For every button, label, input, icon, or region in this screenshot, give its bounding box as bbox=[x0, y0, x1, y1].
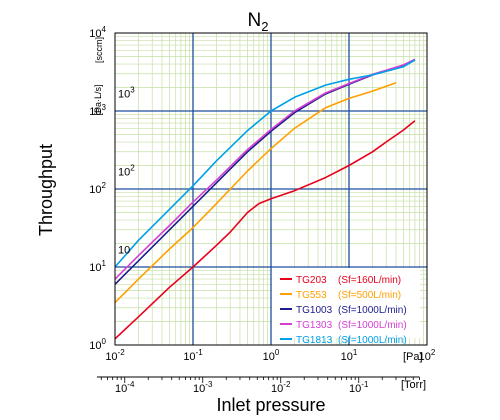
chart-title-subscript: 2 bbox=[261, 19, 268, 34]
x-tick-label: 101 bbox=[341, 348, 358, 363]
y-tick-label: 100 bbox=[89, 337, 106, 352]
y2-tick-label: 103 bbox=[118, 86, 135, 101]
legend-label: TG1303 bbox=[296, 320, 333, 331]
y-tick-label: 101 bbox=[89, 259, 106, 274]
y-unit-right: [Pa·L/s] bbox=[93, 84, 103, 115]
y2-tick-label: 102 bbox=[118, 164, 135, 179]
y-unit-left: [sccm] bbox=[94, 37, 104, 63]
legend-note: (Sf=500L/min) bbox=[338, 290, 401, 301]
series-line-tg1813 bbox=[114, 59, 416, 268]
axes-layer: 10-2 10-1 100 101 102 100 101 102 103 104 10 102 103… bbox=[89, 25, 436, 395]
x2-tick-label: 10-2 bbox=[271, 380, 291, 395]
x-tick-label: 100 bbox=[263, 348, 280, 363]
y-tick-label: 102 bbox=[89, 181, 106, 196]
chart-title-main: N bbox=[248, 10, 262, 31]
y2-tick-label: 10 bbox=[118, 245, 130, 257]
legend-note: (Sf=1000L/min) bbox=[338, 305, 407, 316]
x2-tick-label: 10-3 bbox=[193, 380, 213, 395]
legend-note: (Sf=1000L/min) bbox=[338, 335, 407, 346]
legend-label: TG1813 bbox=[296, 335, 333, 346]
legend-label: TG553 bbox=[296, 290, 327, 301]
x-tick-label: 10-1 bbox=[183, 348, 203, 363]
legend-label: TG1003 bbox=[296, 305, 333, 316]
x-unit: [Pa] bbox=[403, 351, 423, 363]
chart-title: N2 bbox=[248, 10, 269, 34]
y-axis-title: Throughput bbox=[36, 144, 56, 236]
plot-frame bbox=[114, 32, 428, 346]
series-line-tg553 bbox=[114, 82, 397, 304]
x-axis-title: Inlet pressure bbox=[216, 395, 325, 415]
series-line-tg203 bbox=[114, 120, 416, 340]
x-tick-label: 102 bbox=[419, 348, 436, 363]
series-layer bbox=[114, 58, 416, 340]
legend-background bbox=[272, 268, 420, 338]
x2-tick-label: 10-1 bbox=[349, 380, 369, 395]
y-tick-label: 104 bbox=[89, 25, 106, 40]
legend-note: (Sf=1000L/min) bbox=[338, 320, 407, 331]
legend: TG203 (Sf=160L/min) TG553 (Sf=500L/min) TG10… bbox=[272, 268, 420, 346]
legend-label: TG203 bbox=[296, 275, 327, 286]
x2-tick-label: 10-4 bbox=[115, 380, 135, 395]
legend-note: (Sf=160L/min) bbox=[338, 275, 401, 286]
y-tick-label: 103 bbox=[89, 103, 106, 118]
x-tick-label: 10-2 bbox=[105, 348, 125, 363]
x2-unit: [Torr] bbox=[401, 379, 426, 391]
